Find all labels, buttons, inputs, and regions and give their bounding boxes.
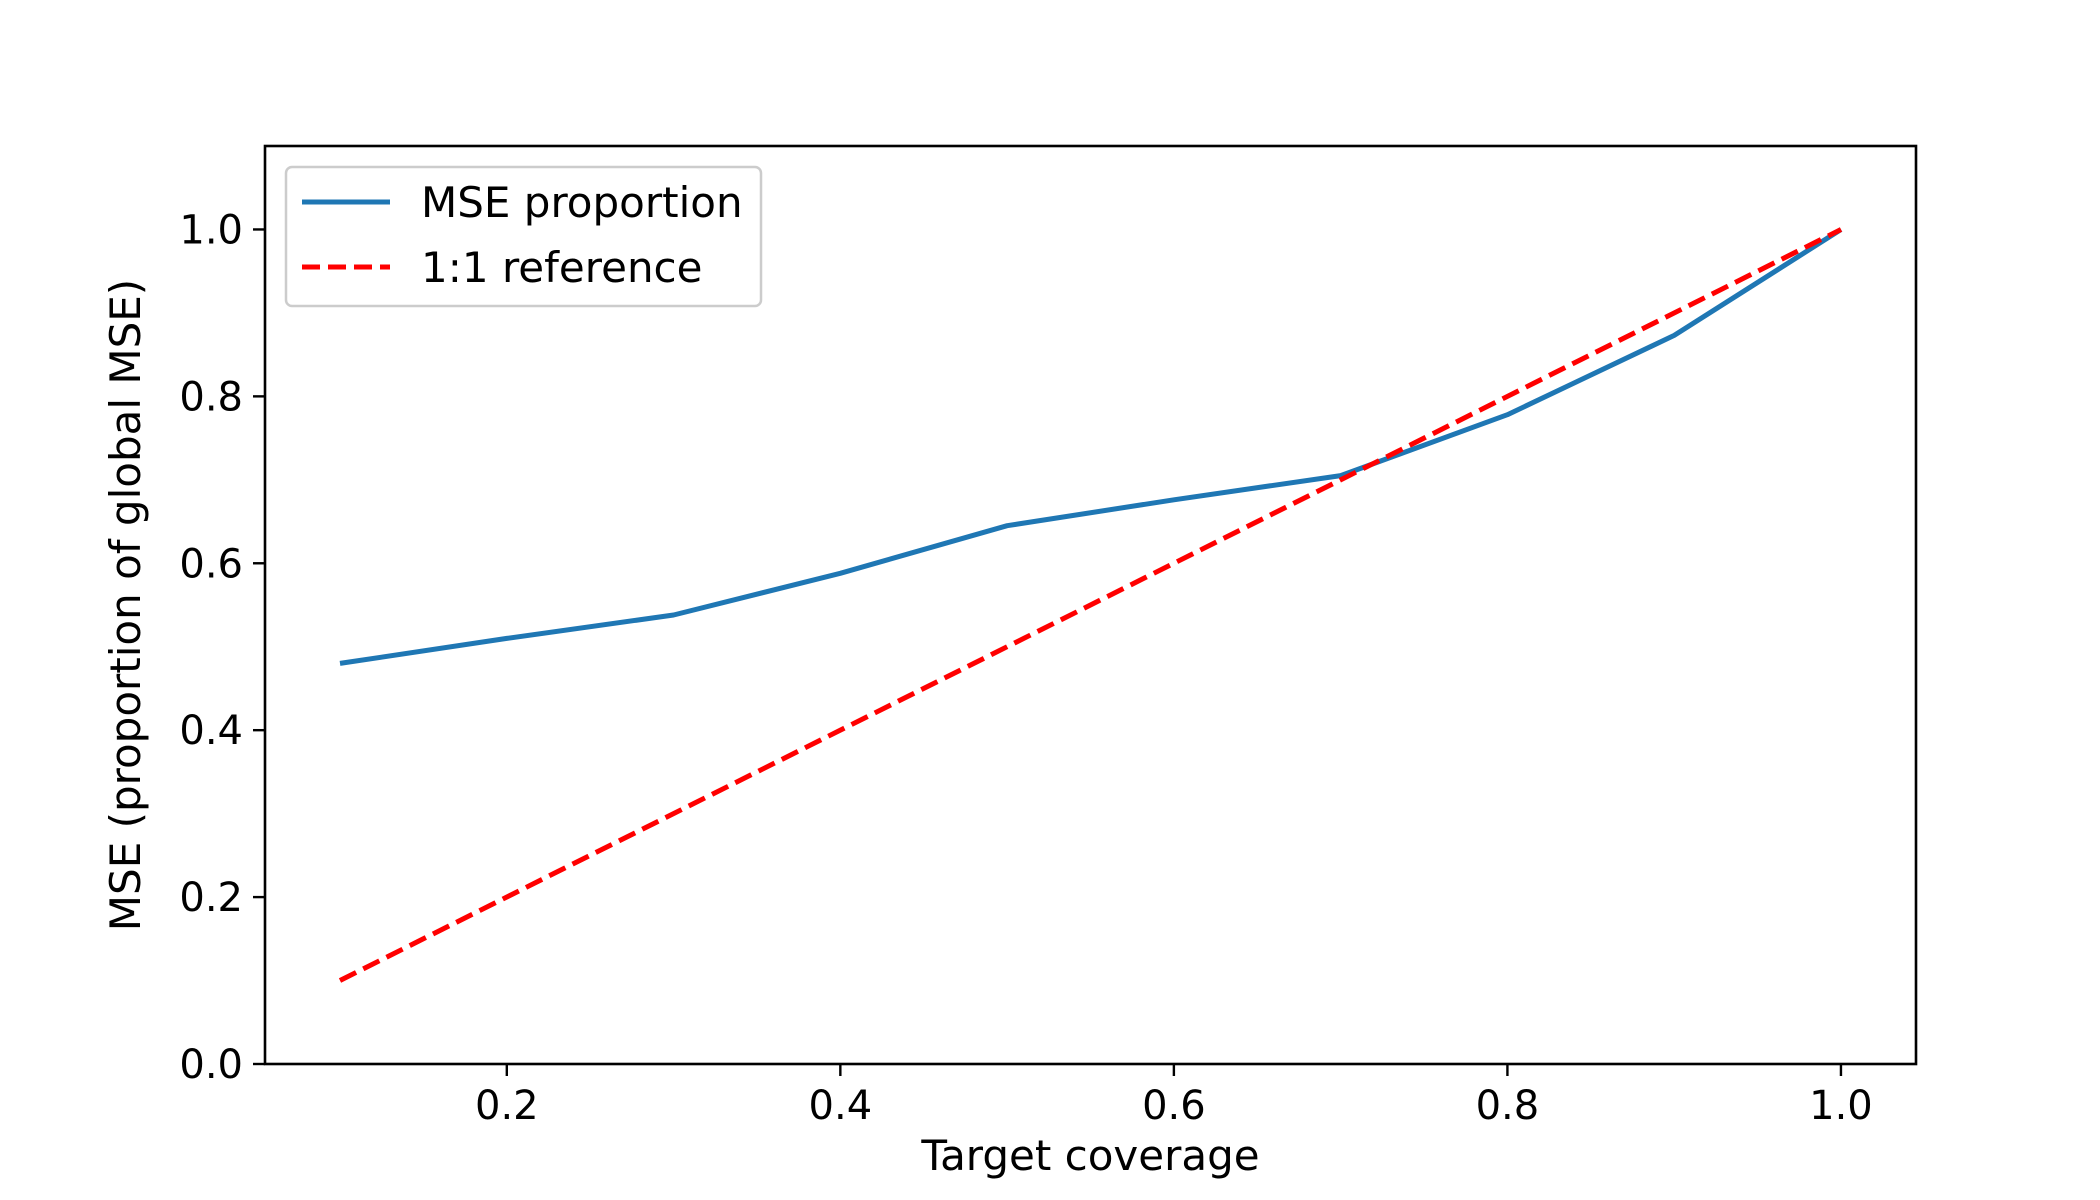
- legend-label-mse-proportion: MSE proportion: [421, 178, 743, 227]
- legend: MSE proportion 1:1 reference: [284, 165, 763, 308]
- y-tick-label: 0.8: [179, 374, 243, 420]
- legend-label-1-1-reference: 1:1 reference: [421, 243, 703, 292]
- x-axis-ticks: 0.2 0.4 0.6 0.8 1.0: [475, 1064, 1873, 1129]
- y-axis-ticks: 0.0 0.2 0.4 0.6 0.8 1.0: [179, 207, 265, 1088]
- x-tick-label: 0.6: [1142, 1083, 1206, 1129]
- y-tick-label: 0.6: [179, 541, 243, 587]
- series-line-mse-proportion: [339, 227, 1843, 666]
- y-axis-label: MSE (proportion of global MSE): [101, 279, 150, 931]
- x-tick-label: 0.8: [1476, 1083, 1540, 1129]
- series-layer: [338, 227, 1843, 983]
- series-line-reference: [338, 227, 1843, 983]
- x-axis-label: Target coverage: [920, 1131, 1259, 1180]
- x-tick-label: 1.0: [1809, 1083, 1873, 1129]
- y-tick-label: 0.2: [179, 875, 243, 921]
- x-tick-label: 0.4: [809, 1083, 873, 1129]
- y-tick-label: 0.0: [179, 1042, 243, 1088]
- y-tick-label: 1.0: [179, 207, 243, 253]
- x-tick-label: 0.2: [475, 1083, 539, 1129]
- y-tick-label: 0.4: [179, 708, 243, 754]
- legend-box: [284, 165, 763, 308]
